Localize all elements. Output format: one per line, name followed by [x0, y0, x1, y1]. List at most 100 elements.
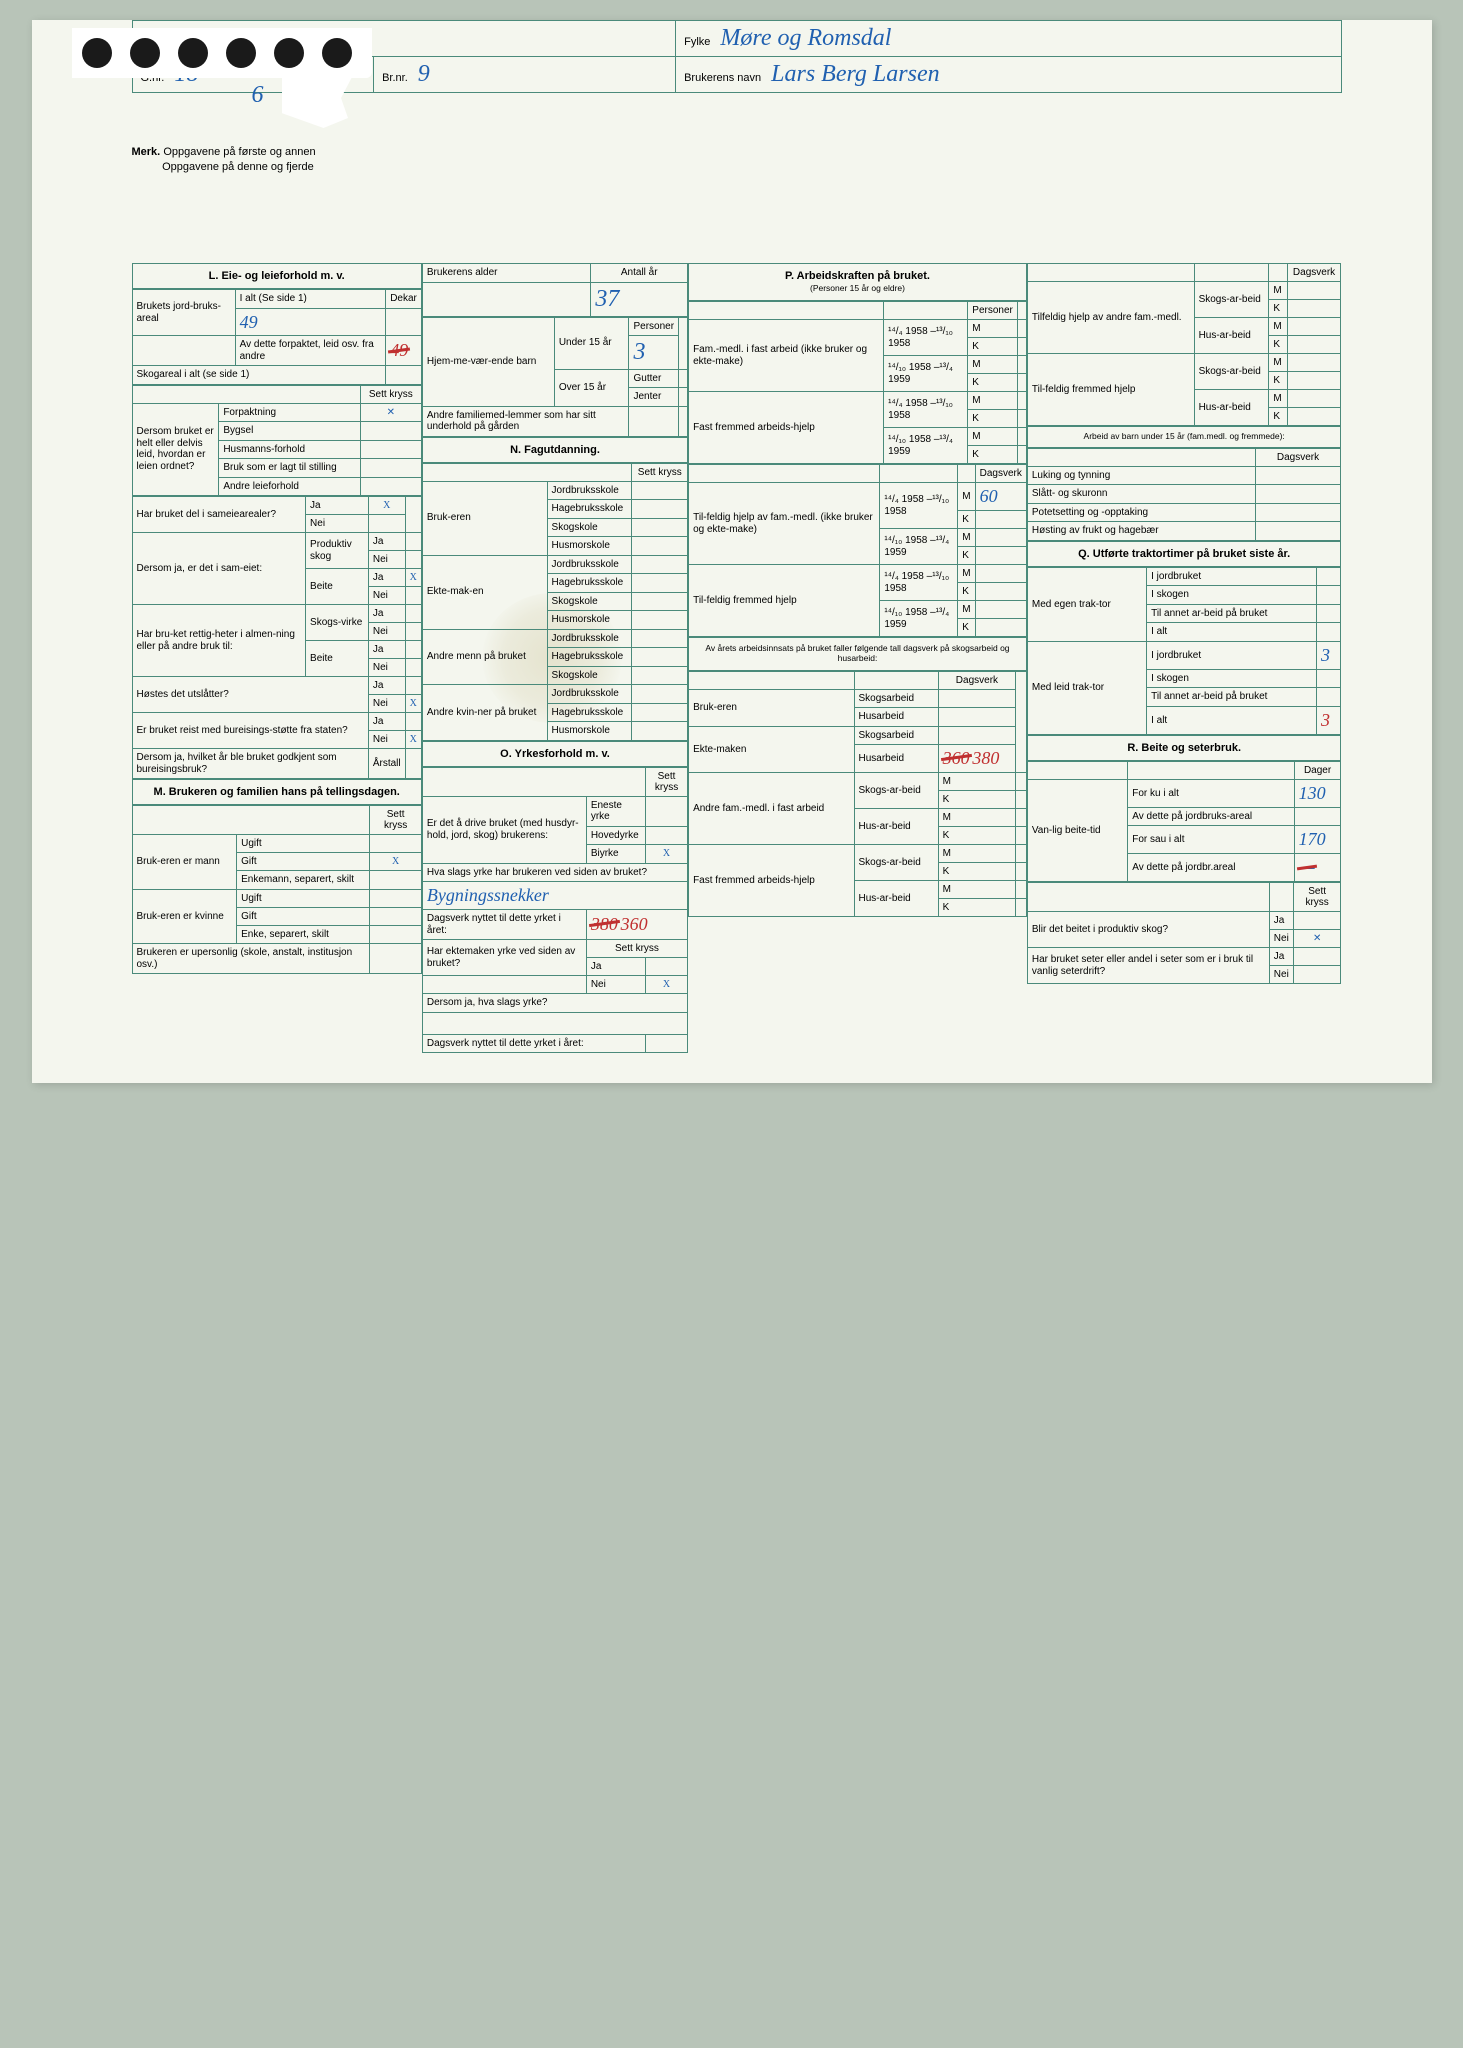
utslatt-q: Høstes det utslåtter?: [132, 677, 368, 713]
punch-hole: [226, 38, 256, 68]
ekte-q: Har ektemaken yrke ved siden av bruket?: [422, 940, 586, 976]
dagsverk-scratch: 380: [591, 914, 618, 935]
ku-val: 130: [1299, 783, 1326, 803]
R-q-table: Sett kryss Blir det beitet i produktiv s…: [1027, 882, 1342, 984]
tilf-andre-label: Tilfeldig hjelp av andre fam.-medl.: [1027, 282, 1194, 354]
dagsverk2-label: Dagsverk nyttet til dette yrket i året:: [422, 1034, 645, 1053]
section-R-title: R. Beite og seterbruk.: [1027, 735, 1342, 761]
arstall-q: Dersom ja, hvilket år ble bruket godkjen…: [132, 749, 368, 779]
andreleie-label: Andre leieforhold: [219, 477, 360, 496]
hjemme-label: Hjem-me-vær-ende barn: [422, 317, 554, 406]
punch-hole: [130, 38, 160, 68]
biyrke-x: X: [646, 845, 688, 864]
ja-label: Ja: [306, 497, 369, 515]
ekte-nei-x: X: [646, 976, 688, 994]
u15-label: Under 15 år: [554, 317, 629, 369]
gift-x: X: [370, 853, 422, 871]
P-dagsverk-table: Dagsverk Bruk-eren Skogsarbeid Husarbeid…: [688, 671, 1027, 918]
avdette-label: Av dette forpaktet, leid osv. fra andre: [235, 336, 386, 366]
M-table: Sett kryss Bruk-eren er mann Ugift GiftX…: [132, 805, 422, 974]
bureis-nei-x: X: [405, 731, 421, 749]
navn-cell: Brukerens navn Lars Berg Larsen: [676, 57, 1340, 92]
sau-val: 170: [1299, 829, 1326, 849]
leid-label: Med leid trak-tor: [1027, 641, 1146, 734]
mann-label: Bruk-eren er mann: [132, 835, 237, 890]
fam-fast-label: Fam.-medl. i fast arbeid (ikke bruker og…: [689, 320, 884, 392]
punch-hole: [274, 38, 304, 68]
antall-head: Antall år: [591, 264, 688, 283]
P-sub: (Personer 15 år og eldre): [810, 283, 905, 293]
egen-label: Med egen trak-tor: [1027, 567, 1146, 641]
settkryss-head: Sett kryss: [360, 385, 421, 403]
merk-bold: Merk.: [132, 146, 161, 158]
punch-hole: [82, 38, 112, 68]
rettig-q: Har bru-ket rettig-heter i almen-ning el…: [132, 605, 306, 677]
col4-top-table: Dagsverk Tilfeldig hjelp av andre fam.-m…: [1027, 263, 1342, 426]
avarets-note: Av årets arbeidsinnsats på bruket faller…: [688, 637, 1027, 671]
beite-ja-x: X: [405, 569, 421, 587]
hva-q: Hva slags yrke har brukeren ved siden av…: [422, 863, 687, 882]
tilf-fremmed-label: Til-feldig fremmed hjelp: [689, 565, 880, 637]
alder-label: Brukerens alder: [422, 264, 590, 283]
bureis-q: Er bruket reist med bureisings-støtte fr…: [132, 713, 368, 749]
areal-label: Brukets jord-bruks-areal: [132, 290, 235, 336]
N-table: Sett kryss Bruk-eren Jordbruksskole Hage…: [422, 463, 688, 741]
bruksom-label: Bruk som er lagt til stilling: [219, 459, 360, 478]
navn-label: Brukerens navn: [684, 72, 761, 84]
utslatt-nei-x: X: [405, 695, 421, 713]
merk-note: Merk. Oppgavene på første og annen Merk.…: [132, 145, 316, 175]
R-table: Dager Van-lig beite-tid For ku i alt 130…: [1027, 761, 1342, 883]
ialt-val: 49: [240, 312, 258, 332]
brnr-cell: Br.nr. 9: [374, 57, 676, 92]
fylke-label: Fylke: [684, 36, 710, 48]
beite-label: Beite: [306, 569, 369, 605]
sameie-table: Har bruket del i sameiearealer? Ja X Nei…: [132, 496, 422, 779]
leie-table: Sett kryss Dersom bruket er helt eller d…: [132, 385, 422, 497]
dagsverk-value: 360: [621, 914, 648, 934]
drive-q: Er det å drive bruket (med husdyr-hold, …: [422, 796, 586, 863]
alder-value: 37: [595, 286, 619, 312]
husmann-label: Husmanns-forhold: [219, 440, 360, 459]
andrefam-label: Andre familiemed-lemmer som har sitt und…: [422, 406, 629, 436]
avdette-val: 49: [390, 340, 408, 361]
section-L-title: L. Eie- og leieforhold m. v.: [132, 263, 422, 289]
leie-q: Dersom bruket er helt eller delvis leid,…: [132, 403, 219, 496]
fastfremmed2-label: Fast fremmed arbeids-hjelp: [689, 845, 854, 917]
Q-table: Med egen trak-tor I jordbruket I skogen …: [1027, 567, 1342, 735]
brnr-value: 9: [418, 61, 430, 88]
section-P-title: P. Arbeidskraften på bruket. (Personer 1…: [688, 263, 1027, 301]
husarbeid-scratch: 360: [943, 748, 970, 769]
merk-line2: Oppgavene på denne og fjerde: [162, 161, 314, 173]
dekar-head: Dekar: [386, 290, 422, 309]
vanlig-label: Van-lig beite-tid: [1027, 779, 1127, 882]
leid-ialt-val: 3: [1321, 710, 1330, 730]
fast-fremmed-label: Fast fremmed arbeids-hjelp: [689, 392, 884, 464]
o15-label: Over 15 år: [554, 369, 629, 406]
prodskog-label: Produktiv skog: [306, 533, 369, 569]
prodskog-q: Blir det beitet i produktiv skog?: [1027, 912, 1269, 948]
census-form-page: 6 Merk. Oppgavene på første og annen Mer…: [32, 20, 1432, 1083]
kvinne-label: Bruk-eren er kvinne: [132, 889, 237, 944]
navn-value: Lars Berg Larsen: [771, 61, 939, 88]
sau-jord-scratch: —: [1299, 857, 1315, 878]
section-O-title: O. Yrkesforhold m. v.: [422, 741, 688, 767]
P-tilf-table: Dagsverk Til-feldig hjelp av fam.-medl. …: [688, 464, 1027, 637]
alder-table: Brukerens alder Antall år 37: [422, 263, 688, 317]
forpaktning-label: Forpaktning: [219, 403, 360, 422]
ektemaken-row: Ekte-mak-en: [422, 555, 547, 629]
nei-label: Nei: [306, 515, 369, 533]
sameie-ja-x: X: [368, 497, 405, 515]
dersom-label: Dersom ja, hva slags yrke?: [422, 994, 687, 1013]
brnr-label: Br.nr.: [382, 72, 408, 84]
tilf-fremmed4-label: Til-feldig fremmed hjelp: [1027, 354, 1194, 426]
skogsvirke-label: Skogs-virke: [306, 605, 369, 641]
arstall-lbl: Årstall: [368, 749, 405, 779]
tilf-fam-val: 60: [980, 486, 998, 506]
leid-jord-val: 3: [1321, 645, 1330, 665]
barn-table: Hjem-me-vær-ende barn Under 15 år Person…: [422, 317, 688, 437]
ialt-label: I alt (Se side 1): [235, 290, 386, 309]
sameiet-q: Dersom ja, er det i sam-eiet:: [132, 533, 306, 605]
bygsel-label: Bygsel: [219, 422, 360, 441]
skogareal-label: Skogareal i alt (se side 1): [132, 366, 386, 385]
seter-q: Har bruket seter eller andel i seter som…: [1027, 948, 1269, 984]
